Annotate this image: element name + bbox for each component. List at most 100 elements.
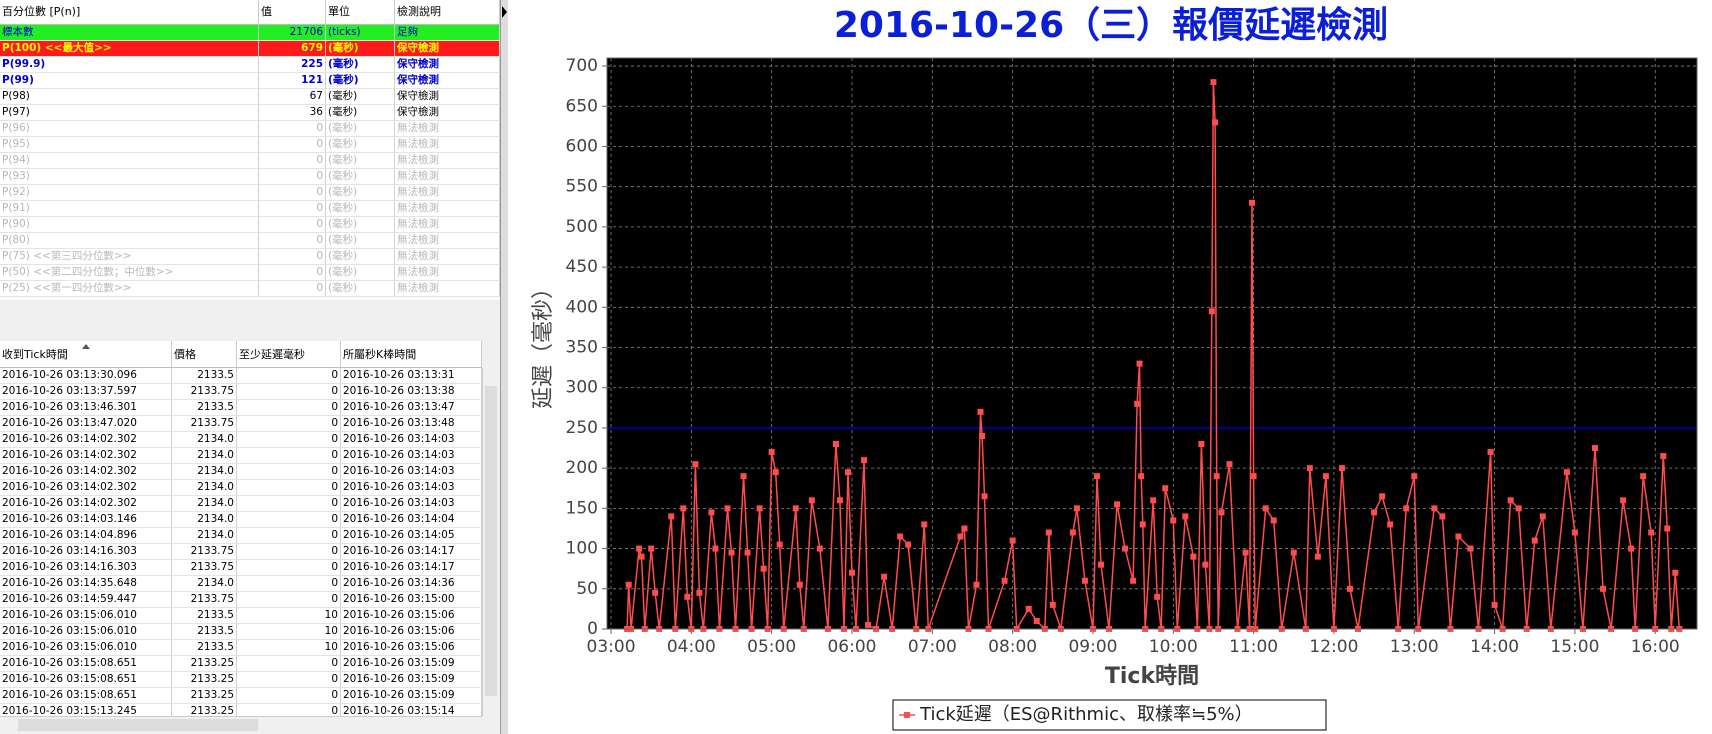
y-tick-label: 350 xyxy=(566,338,598,358)
table-cell: 21706 xyxy=(259,25,326,41)
table-cell: 2016-10-26 03:14:03 xyxy=(341,448,482,464)
table-cell: 無法檢測 xyxy=(395,281,500,297)
vertical-scrollbar[interactable] xyxy=(482,368,500,716)
legend-box xyxy=(892,699,1327,731)
table-cell: 0 xyxy=(259,233,326,249)
table-cell: 2016-10-26 03:13:47.020 xyxy=(0,416,172,432)
table-cell: 10 xyxy=(237,640,341,656)
point-marker xyxy=(1620,497,1627,504)
point-marker xyxy=(1202,561,1209,568)
column-header: 檢測說明 xyxy=(395,0,500,25)
table-cell: 無法檢測 xyxy=(395,217,500,233)
point-marker xyxy=(973,581,980,588)
point-marker xyxy=(796,581,803,588)
table-cell: 679 xyxy=(259,41,326,57)
plot-frame xyxy=(606,57,1698,630)
table-cell: 0 xyxy=(237,496,341,512)
table-cell: (毫秒) xyxy=(326,89,395,105)
table-cell: P(94) xyxy=(0,153,259,169)
point-marker xyxy=(692,461,699,468)
table-cell: (毫秒) xyxy=(326,185,395,201)
table-cell: 0 xyxy=(237,688,341,704)
point-marker xyxy=(1069,529,1076,536)
table-cell: 2133.5 xyxy=(172,608,237,624)
table-cell: 保守檢測 xyxy=(395,73,500,89)
x-tick-label: 07:00 xyxy=(908,637,957,657)
y-tick-label: 300 xyxy=(566,378,598,398)
point-marker xyxy=(1250,473,1257,480)
point-marker xyxy=(1290,549,1297,556)
table-cell: 0 xyxy=(259,265,326,281)
table-cell: 無法檢測 xyxy=(395,233,500,249)
point-marker xyxy=(1600,585,1607,592)
table-cell: P(90) xyxy=(0,217,259,233)
table-cell: 2016-10-26 03:14:02.302 xyxy=(0,496,172,512)
table-cell: (毫秒) xyxy=(326,137,395,153)
x-tick-label: 08:00 xyxy=(988,637,1037,657)
table-cell: 2016-10-26 03:14:02.302 xyxy=(0,480,172,496)
table-cell: 無法檢測 xyxy=(395,153,500,169)
point-marker xyxy=(1539,513,1546,520)
table-cell: 0 xyxy=(237,560,341,576)
table-cell: 2133.75 xyxy=(172,384,237,400)
point-marker xyxy=(905,541,912,548)
point-marker xyxy=(1114,501,1121,508)
sort-arrow[interactable] xyxy=(82,344,90,349)
table-cell: 2016-10-26 03:14:03 xyxy=(341,464,482,480)
y-tick-label: 100 xyxy=(566,539,598,559)
table-cell: 2134.0 xyxy=(172,432,237,448)
point-marker xyxy=(636,545,643,552)
horizontal-scrollbar[interactable] xyxy=(0,716,482,734)
point-marker xyxy=(1640,473,1647,480)
table-cell: 225 xyxy=(259,57,326,73)
table-cell: 0 xyxy=(237,464,341,480)
table-cell: 2016-10-26 03:14:03 xyxy=(341,480,482,496)
point-marker xyxy=(740,473,747,480)
point-marker xyxy=(1262,505,1269,512)
point-marker xyxy=(1403,505,1410,512)
table-cell: 2016-10-26 03:14:35.648 xyxy=(0,576,172,592)
scroll-thumb[interactable] xyxy=(18,719,258,731)
table-cell: 2133.25 xyxy=(172,672,237,688)
y-tick-label: 500 xyxy=(566,217,598,237)
x-tick-label: 16:00 xyxy=(1631,637,1680,657)
splitter[interactable] xyxy=(501,0,508,734)
tick-table: 收到Tick時間 價格 至少延遲毫秒 所屬秒K棒時間 2016-10-26 03:13:… xyxy=(0,341,482,716)
point-marker xyxy=(728,549,735,556)
table-cell: 2016-10-26 03:14:17 xyxy=(341,544,482,560)
table-cell: 保守檢測 xyxy=(395,41,500,57)
y-tick-label: 150 xyxy=(566,498,598,518)
table-cell: 2016-10-26 03:15:08.651 xyxy=(0,688,172,704)
point-marker xyxy=(684,593,691,600)
table-cell: 2016-10-26 03:15:08.651 xyxy=(0,672,172,688)
point-marker xyxy=(1170,517,1177,524)
point-marker xyxy=(844,469,851,476)
chart: 2016-10-26（三）報價延遲檢測 延遲（毫秒） Tick時間 0 50 100… xyxy=(531,4,1698,731)
legend-label: Tick延遲（ES@Rithmic、取樣率≒5%） xyxy=(919,704,1253,725)
point-marker xyxy=(961,525,968,532)
table-cell: 2016-10-26 03:14:03 xyxy=(341,432,482,448)
y-tick-label: 50 xyxy=(576,579,598,599)
table-cell: 2134.0 xyxy=(172,480,237,496)
point-marker xyxy=(1081,577,1088,584)
point-marker xyxy=(680,505,687,512)
x-axis-label: Tick時間 xyxy=(1105,664,1199,689)
scroll-thumb[interactable] xyxy=(485,386,497,696)
point-marker xyxy=(1190,553,1197,560)
splitter-arrow[interactable] xyxy=(502,6,507,18)
point-marker xyxy=(760,565,767,572)
table-cell: (毫秒) xyxy=(326,249,395,265)
point-marker xyxy=(696,589,703,596)
table-cell: 2016-10-26 03:13:37.597 xyxy=(0,384,172,400)
table-cell: 2016-10-26 03:15:06 xyxy=(341,624,482,640)
point-marker xyxy=(861,457,868,464)
point-marker xyxy=(979,432,986,439)
table-cell: 無法檢測 xyxy=(395,265,500,281)
table-cell: 0 xyxy=(237,656,341,672)
table-cell: 2133.25 xyxy=(172,704,237,716)
point-marker xyxy=(1591,445,1598,452)
table-cell: 2016-10-26 03:15:09 xyxy=(341,688,482,704)
table-cell: 2016-10-26 03:14:04.896 xyxy=(0,528,172,544)
table-cell: 2016-10-26 03:15:06 xyxy=(341,640,482,656)
point-marker xyxy=(1467,545,1474,552)
